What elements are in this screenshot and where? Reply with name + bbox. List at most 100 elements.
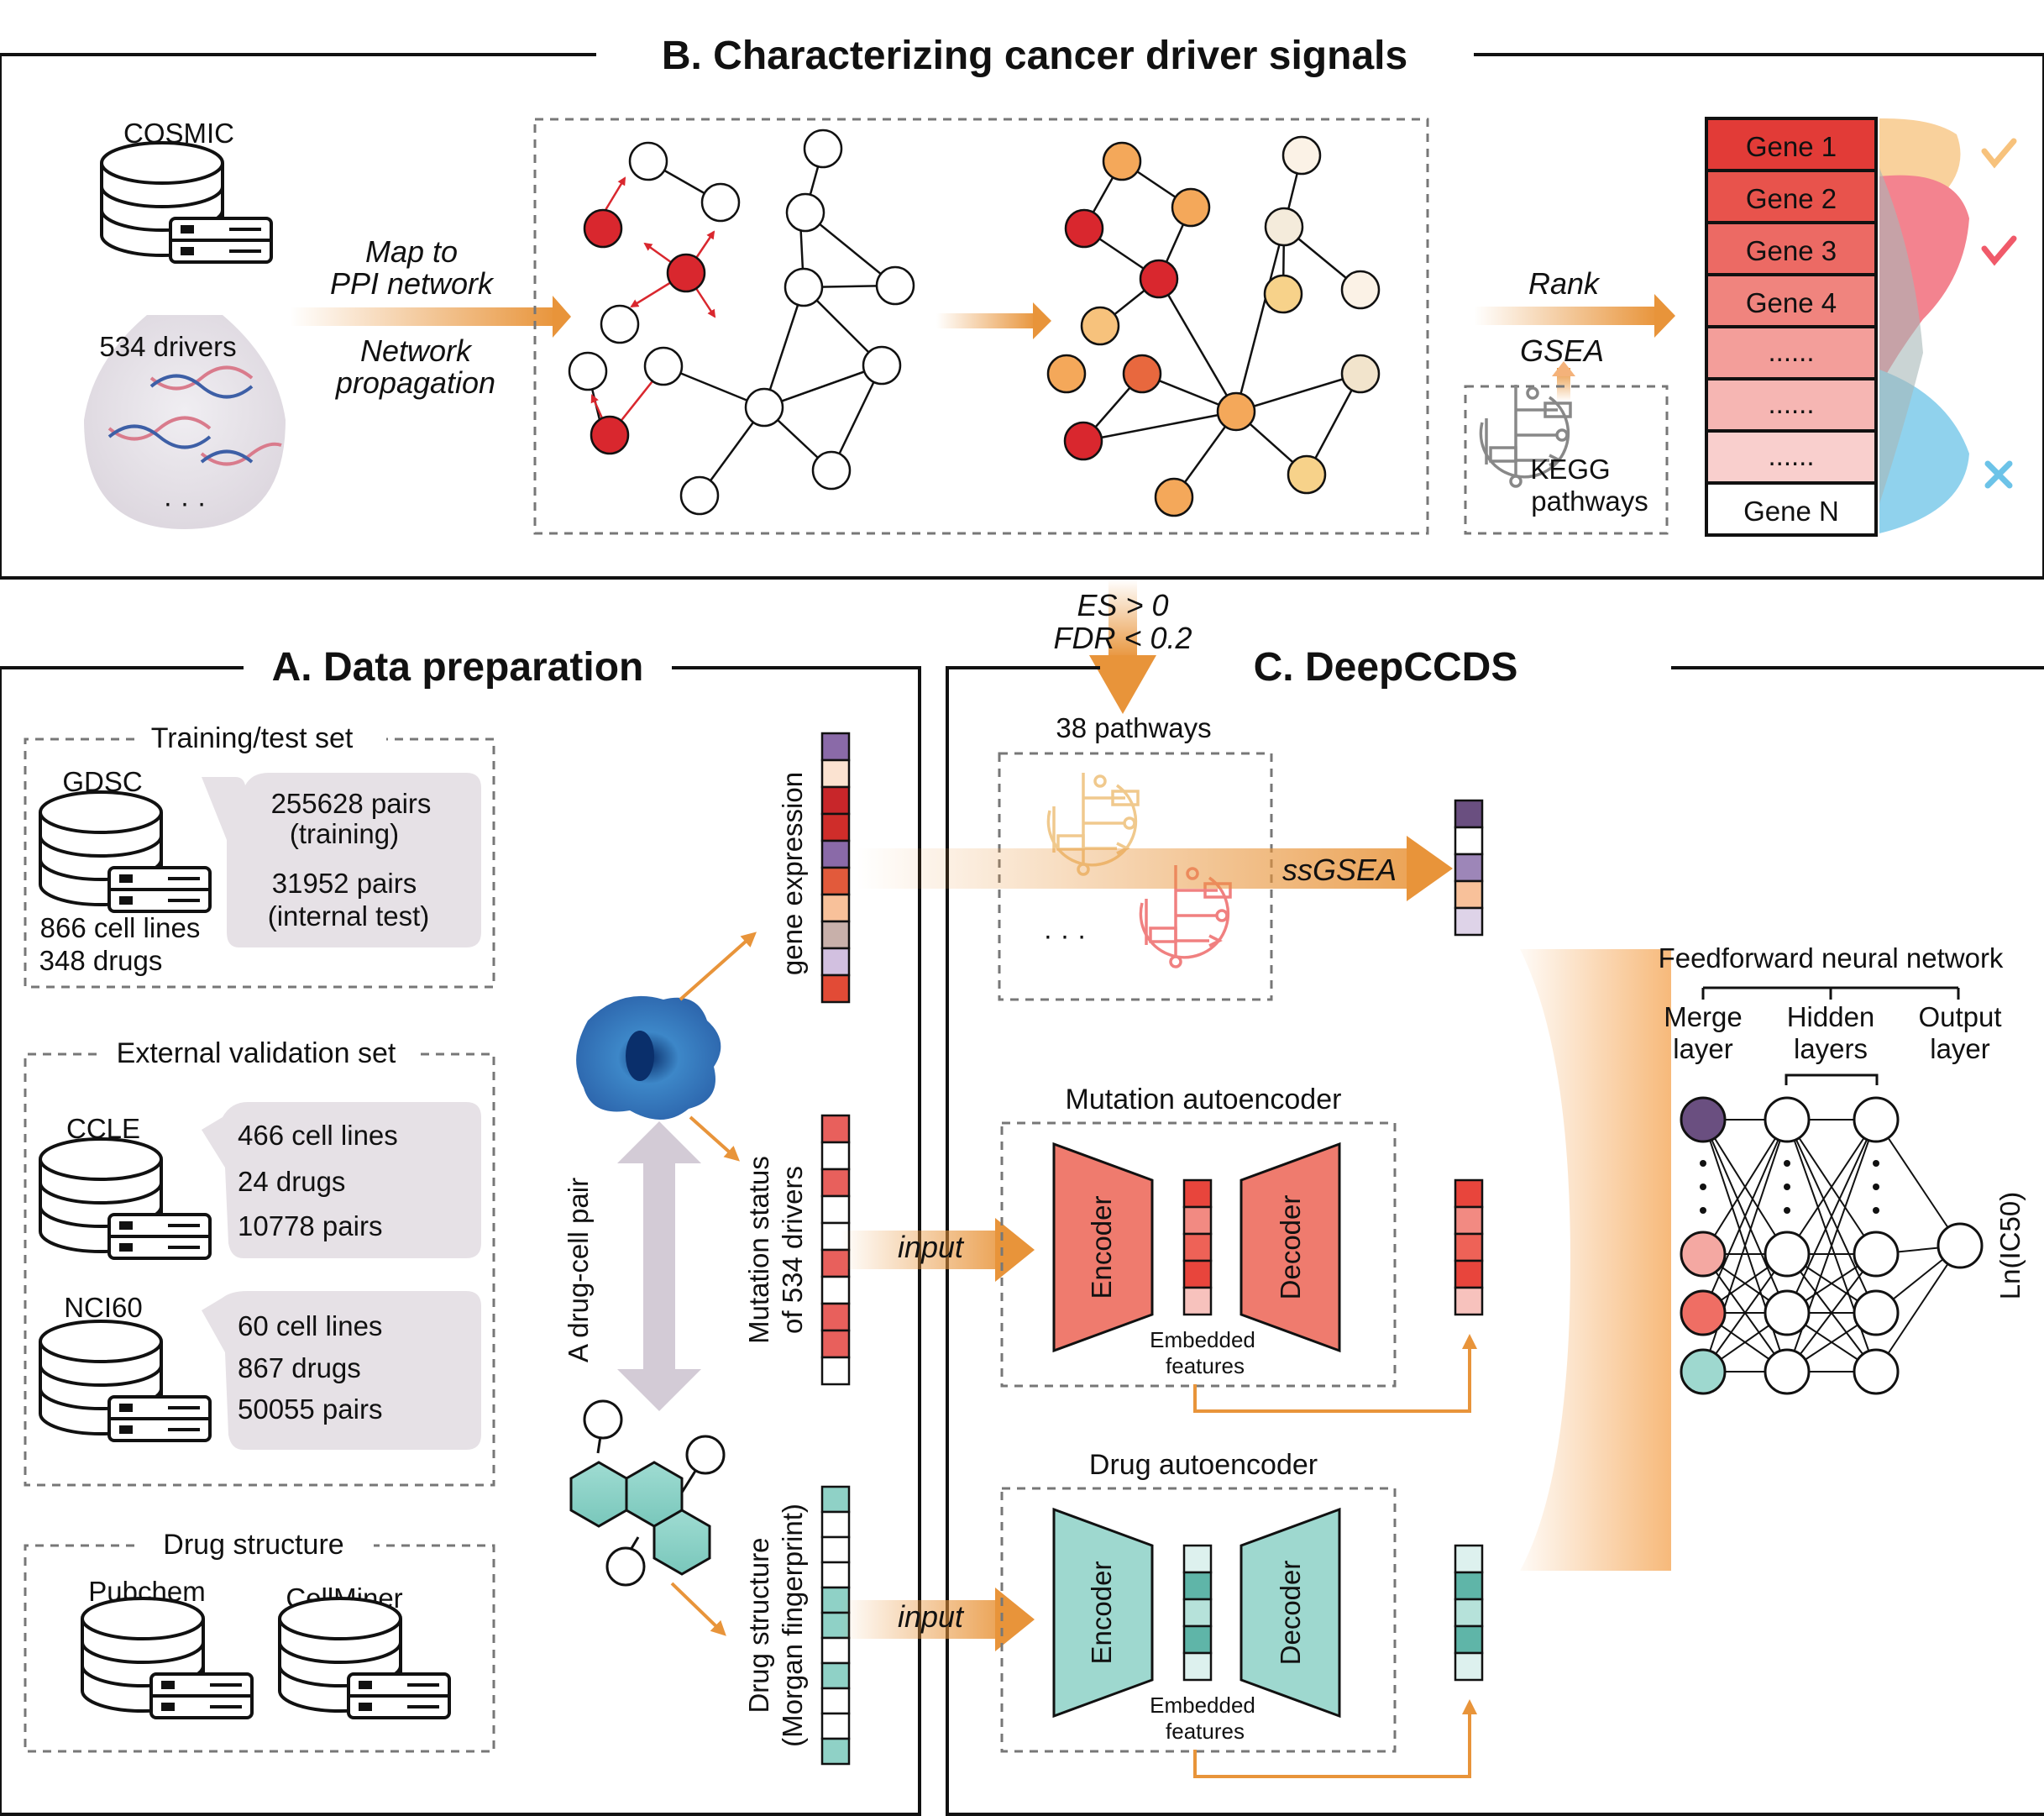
ppi-network-after — [1046, 135, 1381, 517]
mutation-encoder-label: Encoder — [1086, 1196, 1117, 1299]
merge-funnel — [1520, 949, 1671, 1571]
panel-a-border — [0, 666, 921, 1816]
merge-layer-label-1: Merge — [1664, 1001, 1743, 1032]
mutation-embedded-label-2: features — [1166, 1353, 1245, 1378]
enrichment-curves — [1879, 118, 1969, 533]
gdsc-cell-lines: 866 cell lines — [40, 912, 201, 943]
cross-icon — [1984, 460, 2013, 489]
cellminer-database-icon — [278, 1597, 451, 1719]
nci60-pairs: 50055 pairs — [238, 1393, 382, 1425]
map-label-2: PPI network — [330, 266, 495, 301]
kegg-box — [1464, 385, 1669, 535]
drivers-ellipsis: · · · — [163, 487, 206, 518]
gsea-label: GSEA — [1520, 333, 1604, 368]
panel-b: B. Characterizing cancer driver signals … — [0, 34, 2044, 580]
panel-a-title: A. Data preparation — [272, 645, 644, 690]
hidden-layers-label-2: layers — [1794, 1033, 1868, 1064]
external-set-title: External validation set — [117, 1037, 396, 1069]
gdsc-info-panel — [202, 773, 481, 947]
drug-ae-title: Drug autoencoder — [1089, 1449, 1318, 1481]
pathways-count-label: 38 pathways — [1056, 712, 1211, 743]
molecule-icon — [569, 1399, 726, 1587]
output-layer-label-2: layer — [1930, 1033, 1990, 1064]
kegg-label-2: pathways — [1531, 485, 1648, 517]
es-threshold: ES > 0 — [1077, 588, 1168, 622]
nci60-drugs: 867 drugs — [238, 1352, 361, 1383]
gene-item-3: Gene 3 — [1746, 235, 1837, 266]
pathways-ellipsis: · · · — [1043, 920, 1086, 951]
gdsc-database-icon — [39, 790, 212, 913]
drug-encoder — [1052, 1507, 1154, 1719]
mutation-decoder — [1240, 1142, 1341, 1353]
drug-reconstruction-vector — [1454, 1544, 1484, 1682]
ssgsea-arrow-head — [1407, 836, 1453, 901]
ccle-pairs: 10778 pairs — [238, 1210, 382, 1241]
mutation-ae-box — [1000, 1121, 1397, 1388]
nci60-info-panel — [202, 1291, 481, 1450]
drug-input-arrow-shaft — [840, 1600, 999, 1639]
panel-b-border — [0, 53, 2044, 580]
gene-rank-list: Gene 1 Gene 2 Gene 3 Gene 4 ...... .....… — [1705, 117, 1878, 537]
network-arrow-head — [1033, 302, 1051, 339]
drug-ae-box — [1000, 1487, 1397, 1753]
kegg-label-1: KEGG — [1530, 454, 1610, 485]
panel-b-title: B. Characterizing cancer driver signals — [662, 34, 1407, 78]
panel-a: A. Data preparation Training/test set GD… — [0, 645, 921, 1816]
rank-arrow-shaft — [1474, 307, 1659, 325]
gdsc-test-pairs: 31952 pairs — [272, 868, 417, 899]
gene-item-5: ...... — [1768, 336, 1814, 367]
dna-icon — [107, 365, 282, 466]
fdr-threshold: FDR < 0.2 — [1053, 621, 1192, 655]
drug-embedded-label-1: Embedded — [1150, 1693, 1255, 1718]
ffnn-ellipsis-dots — [1700, 1160, 1879, 1214]
drug-cell-pair-label: A drug-cell pair — [563, 1178, 594, 1362]
propagation-label-2: propagation — [335, 365, 495, 400]
mutation-input-label: input — [898, 1230, 965, 1264]
map-arrow-head — [553, 296, 571, 338]
pair-arrow-up — [617, 1121, 701, 1163]
pathway-score-vector — [1454, 799, 1484, 937]
panel-c: C. DeepCCDS 38 pathways · · · ssGSEA inp… — [840, 645, 2044, 1816]
drug-input-arrow-head — [995, 1588, 1035, 1651]
pubchem-database-icon — [81, 1597, 254, 1719]
mutation-ae-title: Mutation autoencoder — [1066, 1084, 1342, 1115]
ffnn-edge — [1702, 1119, 1788, 1255]
mutation-encoder — [1052, 1142, 1154, 1353]
gene-item-7: ...... — [1768, 440, 1814, 471]
mutation-label-2: of 534 drivers — [777, 1166, 808, 1334]
map-label-1: Map to — [365, 234, 458, 269]
gene-item-6: ...... — [1768, 388, 1814, 419]
ffnn-edge — [1875, 1119, 1961, 1247]
propagation-label-1: Network — [360, 333, 473, 368]
gene-expression-vector — [820, 732, 851, 1004]
ffnn-edges — [1702, 1119, 1961, 1372]
gene-item-1: Gene 1 — [1746, 131, 1837, 162]
drug-decoder — [1240, 1507, 1341, 1719]
network-box — [533, 118, 1429, 535]
pair-arrow-down — [617, 1369, 701, 1411]
rank-label: Rank — [1528, 266, 1601, 301]
cell-nucleus — [626, 1031, 654, 1081]
ccle-cell-lines: 466 cell lines — [238, 1120, 398, 1151]
ppi-network-before — [568, 129, 915, 516]
rank-arrow-head — [1654, 294, 1675, 338]
ffnn-edge — [1786, 1119, 1877, 1255]
drivers-label: 534 drivers — [99, 331, 236, 362]
gdsc-train-pairs: 255628 pairs — [271, 788, 432, 819]
network-arrow-shaft — [936, 313, 1037, 328]
nci60-label: NCI60 — [64, 1292, 143, 1323]
ccle-database-icon — [39, 1137, 212, 1260]
output-layer-label-1: Output — [1918, 1001, 2001, 1032]
ffnn-edge — [1786, 1253, 1877, 1372]
merge-layer-label-2: layer — [1673, 1033, 1733, 1064]
drug-embedding-vector — [1182, 1544, 1213, 1682]
ffnn-edge — [1702, 1253, 1788, 1372]
ffnn-title: Feedforward neural network — [1659, 942, 2004, 974]
nci60-cell-lines: 60 cell lines — [238, 1310, 382, 1341]
mutation-input-arrow-shaft — [840, 1231, 999, 1269]
ffnn-edge — [1875, 1245, 1961, 1372]
ssgsea-arrow-shaft — [857, 848, 1411, 889]
mutation-label-1: Mutation status — [743, 1156, 774, 1344]
gdsc-test-note: (internal test) — [268, 900, 430, 932]
